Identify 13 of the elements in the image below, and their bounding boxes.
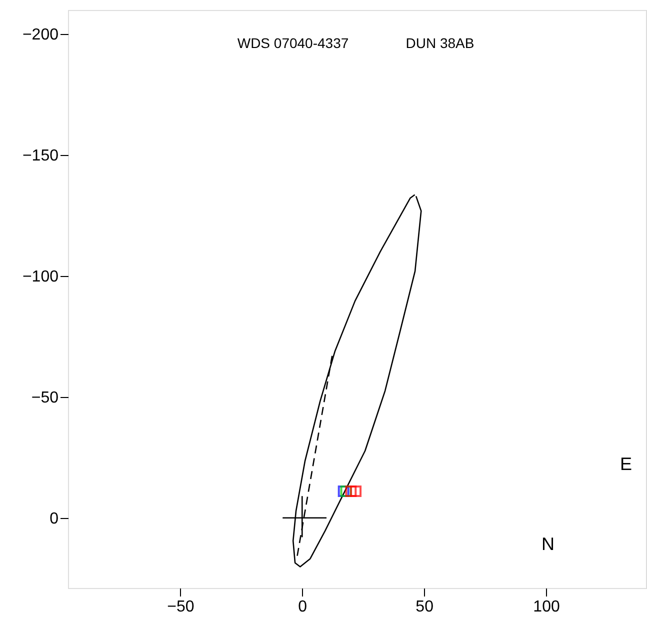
y-tick-label: −150 [22,148,59,165]
x-tick-label: −50 [167,598,194,616]
y-tick-label: −200 [22,26,59,44]
annotation: E [620,454,632,474]
y-tick-label: −50 [31,389,59,406]
y-tick-label: −100 [22,268,59,286]
x-tick-label: 0 [298,598,308,616]
x-tick-label: 100 [533,598,560,616]
annotation: N [542,534,554,554]
y-tick-label: 0 [50,510,59,528]
text: WDS 07040-4337 [237,35,349,51]
text: DUN 38AB [406,35,474,51]
x-tick-label: 50 [416,598,434,616]
